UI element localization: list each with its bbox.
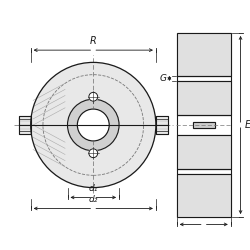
- Circle shape: [31, 62, 156, 188]
- Text: E: E: [244, 120, 250, 130]
- Bar: [177, 81, 231, 115]
- Bar: [177, 81, 231, 115]
- Bar: [177, 135, 231, 169]
- Bar: [177, 135, 231, 169]
- Bar: [177, 169, 231, 174]
- Circle shape: [68, 99, 119, 151]
- Bar: [19, 116, 31, 134]
- Bar: [177, 115, 231, 135]
- Bar: [193, 122, 215, 128]
- Text: d₁: d₁: [88, 184, 98, 193]
- Bar: [177, 115, 231, 135]
- Bar: [177, 76, 231, 81]
- Circle shape: [89, 149, 98, 158]
- Circle shape: [77, 109, 109, 141]
- Text: b: b: [200, 210, 207, 220]
- Bar: [177, 174, 231, 217]
- Bar: [156, 116, 168, 134]
- Bar: [177, 174, 231, 217]
- Bar: [177, 174, 231, 217]
- Text: R: R: [90, 36, 97, 46]
- Bar: [156, 116, 168, 134]
- Bar: [177, 33, 231, 76]
- Text: d₂: d₂: [88, 195, 98, 204]
- Bar: [19, 116, 31, 134]
- Bar: [177, 81, 231, 115]
- Bar: [19, 116, 31, 134]
- Circle shape: [89, 92, 98, 101]
- Bar: [193, 122, 215, 128]
- Bar: [177, 33, 231, 76]
- Bar: [177, 169, 231, 174]
- Bar: [177, 33, 231, 76]
- Bar: [177, 76, 231, 81]
- Text: G: G: [160, 74, 166, 83]
- Bar: [177, 135, 231, 169]
- Bar: [156, 116, 168, 134]
